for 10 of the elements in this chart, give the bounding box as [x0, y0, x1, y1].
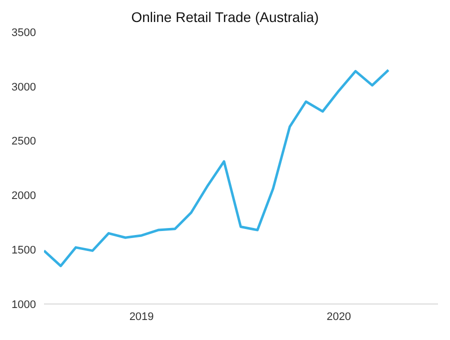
y-tick-label: 2000	[12, 190, 36, 202]
y-tick-label: 3500	[12, 26, 36, 39]
line-series	[44, 68, 390, 268]
x-tick-label: 2020	[326, 310, 352, 323]
y-tick-label: 1500	[12, 244, 36, 257]
x-tick-label: 2019	[129, 310, 154, 323]
y-tick-label: 1000	[12, 298, 36, 311]
y-tick-label: 3000	[12, 81, 36, 94]
y-tick-label: 2500	[12, 136, 36, 148]
chart-title: Online Retail Trade (Australia)	[130, 8, 320, 26]
